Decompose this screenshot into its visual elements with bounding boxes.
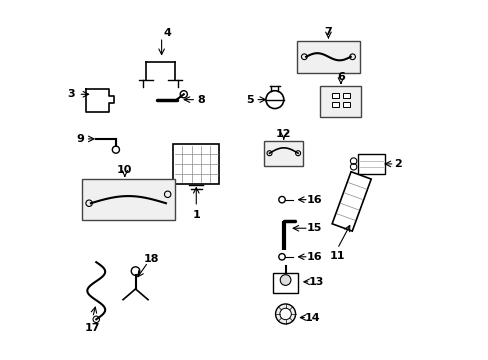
Bar xyxy=(272,273,298,293)
Text: 10: 10 xyxy=(117,165,132,175)
Text: 5: 5 xyxy=(245,95,253,105)
Circle shape xyxy=(275,304,295,324)
Text: 17: 17 xyxy=(85,323,100,333)
Text: 8: 8 xyxy=(197,95,205,105)
Bar xyxy=(297,41,359,73)
Text: 7: 7 xyxy=(324,27,332,37)
Text: 18: 18 xyxy=(143,253,159,264)
Bar xyxy=(331,102,339,107)
Bar xyxy=(320,86,361,117)
Text: 14: 14 xyxy=(304,312,320,323)
Bar xyxy=(357,154,384,174)
Text: 11: 11 xyxy=(329,251,345,261)
Bar xyxy=(173,144,219,184)
Bar xyxy=(342,102,349,107)
Bar xyxy=(342,93,349,98)
Bar xyxy=(331,172,370,231)
Bar xyxy=(264,141,303,166)
Text: 12: 12 xyxy=(276,129,291,139)
Text: 1: 1 xyxy=(192,210,200,220)
Text: 6: 6 xyxy=(336,72,344,82)
Bar xyxy=(82,179,175,220)
Text: 2: 2 xyxy=(393,159,401,169)
Text: 13: 13 xyxy=(307,277,323,287)
Text: 9: 9 xyxy=(76,134,84,144)
Text: 16: 16 xyxy=(305,252,321,262)
Text: 3: 3 xyxy=(67,89,75,99)
Text: 4: 4 xyxy=(163,28,171,38)
Circle shape xyxy=(280,275,290,285)
Bar xyxy=(331,93,339,98)
Text: 15: 15 xyxy=(306,223,321,233)
Circle shape xyxy=(279,308,291,320)
Text: 16: 16 xyxy=(305,195,321,204)
